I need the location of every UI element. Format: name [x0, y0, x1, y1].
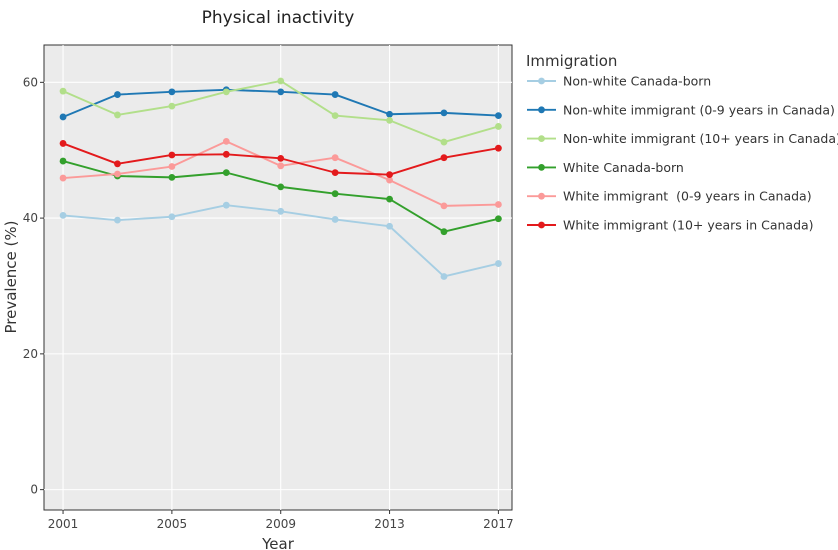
series-3	[59, 77, 502, 146]
data-point[interactable]	[114, 160, 121, 168]
data-point[interactable]	[331, 112, 339, 119]
data-point[interactable]	[386, 222, 393, 230]
data-point[interactable]	[331, 190, 339, 198]
data-point[interactable]	[222, 88, 230, 96]
grid-lines	[44, 45, 512, 510]
legend-item-2[interactable]: Non-white immigrant (0-9 years in Canada…	[527, 102, 835, 117]
data-point[interactable]	[494, 201, 502, 208]
x-tick-label: 2017	[483, 517, 514, 531]
data-point[interactable]	[440, 109, 448, 117]
data-point[interactable]	[277, 183, 285, 191]
legend-title: Immigration	[526, 52, 617, 70]
legend-item-6[interactable]: White immigrant (10+ years in Canada)	[527, 218, 814, 233]
data-point[interactable]	[168, 102, 176, 110]
y-tick-label: 0	[30, 483, 38, 497]
data-point[interactable]	[494, 260, 502, 267]
data-point[interactable]	[386, 116, 393, 124]
series-2	[59, 86, 502, 121]
data-point[interactable]	[440, 154, 448, 162]
legend-label: Non-white immigrant (0-9 years in Canada…	[563, 102, 835, 117]
series-5	[59, 137, 502, 210]
legend-label: White Canada-born	[563, 160, 684, 175]
data-point[interactable]	[59, 140, 67, 147]
legend-item-5[interactable]: White immigrant (0-9 years in Canada)	[527, 189, 812, 204]
data-point[interactable]	[440, 202, 448, 210]
data-point[interactable]	[386, 171, 393, 179]
data-point[interactable]	[386, 110, 393, 118]
data-point[interactable]	[440, 228, 448, 236]
data-point[interactable]	[59, 113, 67, 121]
data-point[interactable]	[386, 176, 393, 184]
data-point[interactable]	[222, 169, 230, 177]
legend-label: Non-white Canada-born	[563, 74, 711, 89]
plot-area	[43, 44, 513, 511]
data-point[interactable]	[114, 91, 121, 98]
data-point[interactable]	[168, 151, 176, 159]
legend-marker	[538, 106, 545, 114]
data-point[interactable]	[331, 216, 339, 223]
y-axis-ticks: 0 20 40 60	[23, 75, 44, 497]
x-axis-ticks: 2001 2005 2009 2013 2017	[48, 510, 514, 531]
x-tick-label: 2013	[374, 517, 405, 531]
legend-marker	[538, 221, 545, 229]
data-point[interactable]	[277, 154, 285, 162]
legend-marker	[538, 164, 545, 171]
legend-marker	[538, 77, 545, 85]
data-point[interactable]	[494, 144, 502, 152]
legend-label: White immigrant (10+ years in Canada)	[563, 218, 814, 233]
data-point[interactable]	[222, 137, 230, 145]
data-point[interactable]	[277, 77, 285, 85]
data-point[interactable]	[331, 154, 339, 162]
data-point[interactable]	[277, 162, 285, 170]
legend-marker	[538, 135, 545, 143]
data-point[interactable]	[168, 88, 176, 96]
data-point[interactable]	[59, 87, 67, 95]
data-point[interactable]	[59, 174, 67, 182]
x-tick-label: 2009	[265, 517, 296, 531]
data-point[interactable]	[386, 195, 393, 203]
data-point[interactable]	[440, 138, 448, 146]
data-point[interactable]	[114, 111, 121, 119]
legend-item-1[interactable]: Non-white Canada-born	[527, 74, 711, 89]
x-tick-label: 2005	[157, 517, 188, 531]
data-point[interactable]	[440, 273, 448, 280]
legend[interactable]: Non-white Canada-born Non-white immigrant…	[527, 74, 838, 233]
y-tick-label: 20	[23, 347, 38, 361]
x-tick-label: 2001	[48, 517, 79, 531]
data-point[interactable]	[277, 88, 285, 96]
legend-item-4[interactable]: White Canada-born	[527, 160, 684, 175]
data-point[interactable]	[59, 157, 67, 165]
series-4	[59, 157, 502, 236]
legend-marker	[538, 192, 545, 200]
legend-label: White immigrant (0-9 years in Canada)	[563, 189, 812, 204]
data-point[interactable]	[168, 173, 176, 181]
y-axis-title: Prevalence (%)	[2, 220, 20, 333]
chart-title: Physical inactivity	[202, 8, 355, 28]
data-point[interactable]	[277, 207, 285, 215]
data-point[interactable]	[168, 213, 176, 221]
data-point[interactable]	[222, 150, 230, 158]
y-tick-label: 40	[23, 211, 38, 225]
legend-label: Non-white immigrant (10+ years in Canada…	[563, 131, 838, 146]
data-point[interactable]	[59, 211, 67, 219]
series-6	[59, 140, 502, 179]
series-1	[59, 201, 502, 280]
data-point[interactable]	[331, 91, 339, 98]
legend-item-3[interactable]: Non-white immigrant (10+ years in Canada…	[527, 131, 838, 146]
data-point[interactable]	[331, 169, 339, 177]
data-point[interactable]	[494, 123, 502, 130]
data-point[interactable]	[114, 170, 121, 178]
data-point[interactable]	[494, 215, 502, 223]
y-tick-label: 60	[23, 75, 38, 89]
data-point[interactable]	[114, 216, 121, 224]
data-point[interactable]	[222, 201, 230, 209]
data-point[interactable]	[168, 163, 176, 170]
series-layer	[59, 77, 502, 280]
data-point[interactable]	[494, 112, 502, 119]
x-axis-title: Year	[261, 535, 295, 550]
